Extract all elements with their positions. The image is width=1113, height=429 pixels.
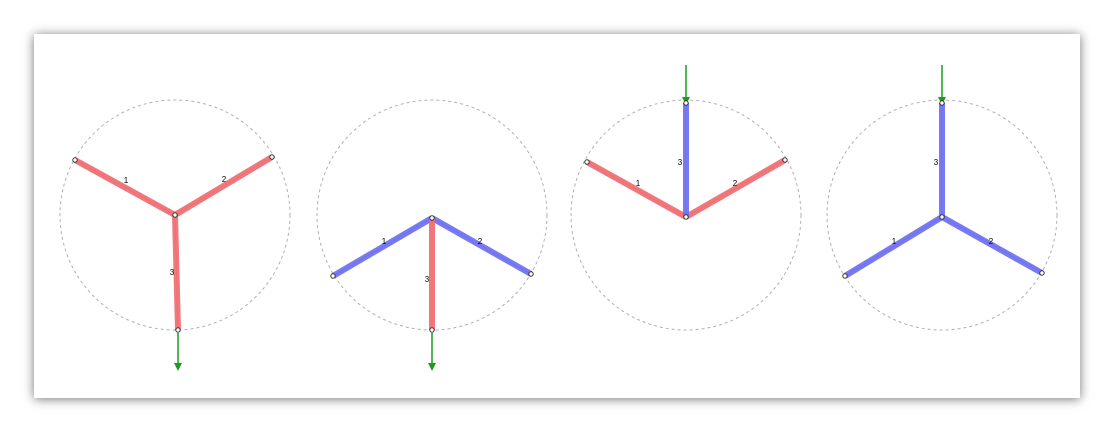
support-node-2: [269, 154, 275, 160]
center-joint: [939, 214, 945, 220]
truss-diagram-3: 1 2 3: [570, 65, 802, 331]
truss-diagram-4: 1 2 3: [826, 65, 1058, 331]
bar-2-centerline: [431, 217, 532, 275]
bar-2-centerline: [941, 216, 1043, 274]
bar-1-centerline: [74, 159, 176, 216]
bar-1-centerline: [844, 216, 943, 277]
support-node-3: [175, 327, 181, 333]
support-node-3: [683, 100, 689, 106]
bar-label-1: 1: [892, 237, 897, 246]
bar-label-2: 2: [989, 237, 994, 246]
support-node-1: [584, 159, 590, 165]
bar-label-3: 3: [934, 158, 939, 167]
center-joint: [429, 215, 435, 221]
center-joint: [683, 214, 689, 220]
bar-1-centerline: [586, 161, 687, 218]
center-joint: [172, 212, 178, 218]
bar-label-1: 1: [382, 237, 387, 246]
figure-panel: [34, 34, 1080, 398]
support-node-1: [330, 273, 336, 279]
bar-label-3: 3: [170, 268, 175, 277]
support-node-2: [528, 271, 534, 277]
support-node-3: [429, 327, 435, 333]
support-node-1: [842, 273, 848, 279]
bar-2-centerline: [174, 156, 273, 216]
bar-label-3: 3: [678, 158, 683, 167]
support-node-1: [72, 157, 78, 163]
bar-label-2: 2: [222, 175, 227, 184]
bar-3-centerline: [174, 214, 179, 331]
support-node-3: [939, 100, 945, 106]
bar-1-centerline: [332, 217, 433, 277]
truss-diagram-1: 1 2 3: [59, 99, 291, 371]
support-node-2: [1039, 270, 1045, 276]
truss-diagram-2: 1 2 3: [316, 99, 548, 371]
support-node-2: [782, 157, 788, 163]
bar-label-1: 1: [636, 179, 641, 188]
bar-2-centerline: [685, 159, 786, 218]
bar-label-1: 1: [124, 176, 129, 185]
bar-label-3: 3: [425, 275, 430, 284]
bar-label-2: 2: [478, 237, 483, 246]
bar-label-2: 2: [733, 179, 738, 188]
